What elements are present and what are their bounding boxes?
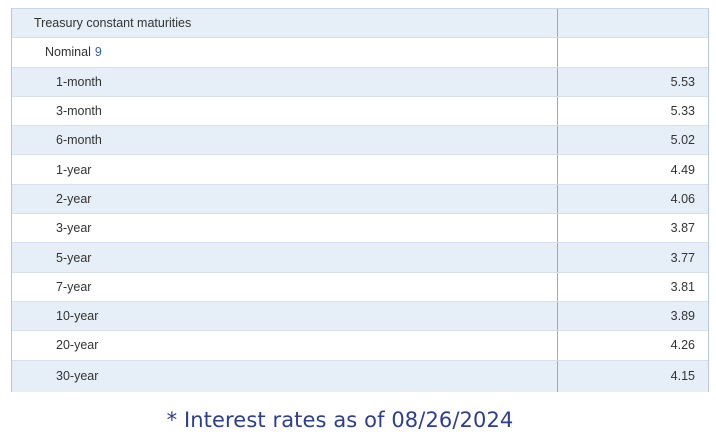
table-row: 2-year 4.06 [12,184,708,215]
rate-value: 3.81 [670,279,695,294]
rate-value: 4.06 [670,191,695,206]
rate-value: 3.77 [670,250,695,265]
subsection-value-cell [558,38,708,66]
maturity-term: 30-year [12,360,558,392]
maturity-term: 10-year [12,301,558,331]
table-row: 30-year 4.15 [12,360,708,392]
treasury-rates-table: Treasury constant maturities Nominal 9 1… [11,8,709,392]
maturity-term: 1-month [12,67,558,96]
maturity-term: 7-year [12,272,558,301]
table-row: 1-year 4.49 [12,155,708,185]
maturity-term: 2-year [12,184,558,214]
table-row: 6-month 5.02 [12,126,708,156]
table-row: 3-month 5.33 [12,96,708,127]
subsection-label-cell: Nominal 9 [12,38,558,67]
rate-value: 4.49 [670,162,695,177]
maturity-term: 20-year [12,331,558,360]
maturity-term: 3-month [12,96,558,126]
maturity-term: 6-month [12,126,558,155]
rate-value: 5.02 [670,133,695,148]
interest-rate-date-note: * Interest rates as of 08/26/2024 [166,408,514,432]
table-row: 3-year 3.87 [12,214,708,244]
table-row: 20-year 4.26 [12,331,708,361]
section-header-row: Treasury constant maturities [12,9,708,39]
rate-value: 4.26 [670,338,695,353]
maturity-term: 5-year [12,243,558,272]
subsection-label: Nominal [45,45,91,60]
subsection-header-row: Nominal 9 [12,38,708,68]
table-row: 7-year 3.81 [12,272,708,302]
rate-value: 4.15 [670,369,695,384]
maturity-term: 1-year [12,155,558,184]
rate-value: 5.53 [670,74,695,89]
table-row: 5-year 3.77 [12,243,708,273]
table-row: 10-year 3.89 [12,301,708,332]
maturity-term: 3-year [12,214,558,243]
rate-value: 3.89 [670,309,695,324]
rate-value: 3.87 [670,221,695,236]
footnote-reference-link[interactable]: 9 [94,45,102,60]
rate-value: 5.33 [670,104,695,119]
table-row: 1-month 5.53 [12,67,708,97]
section-label: Treasury constant maturities [12,9,558,38]
section-value-cell [558,9,708,37]
